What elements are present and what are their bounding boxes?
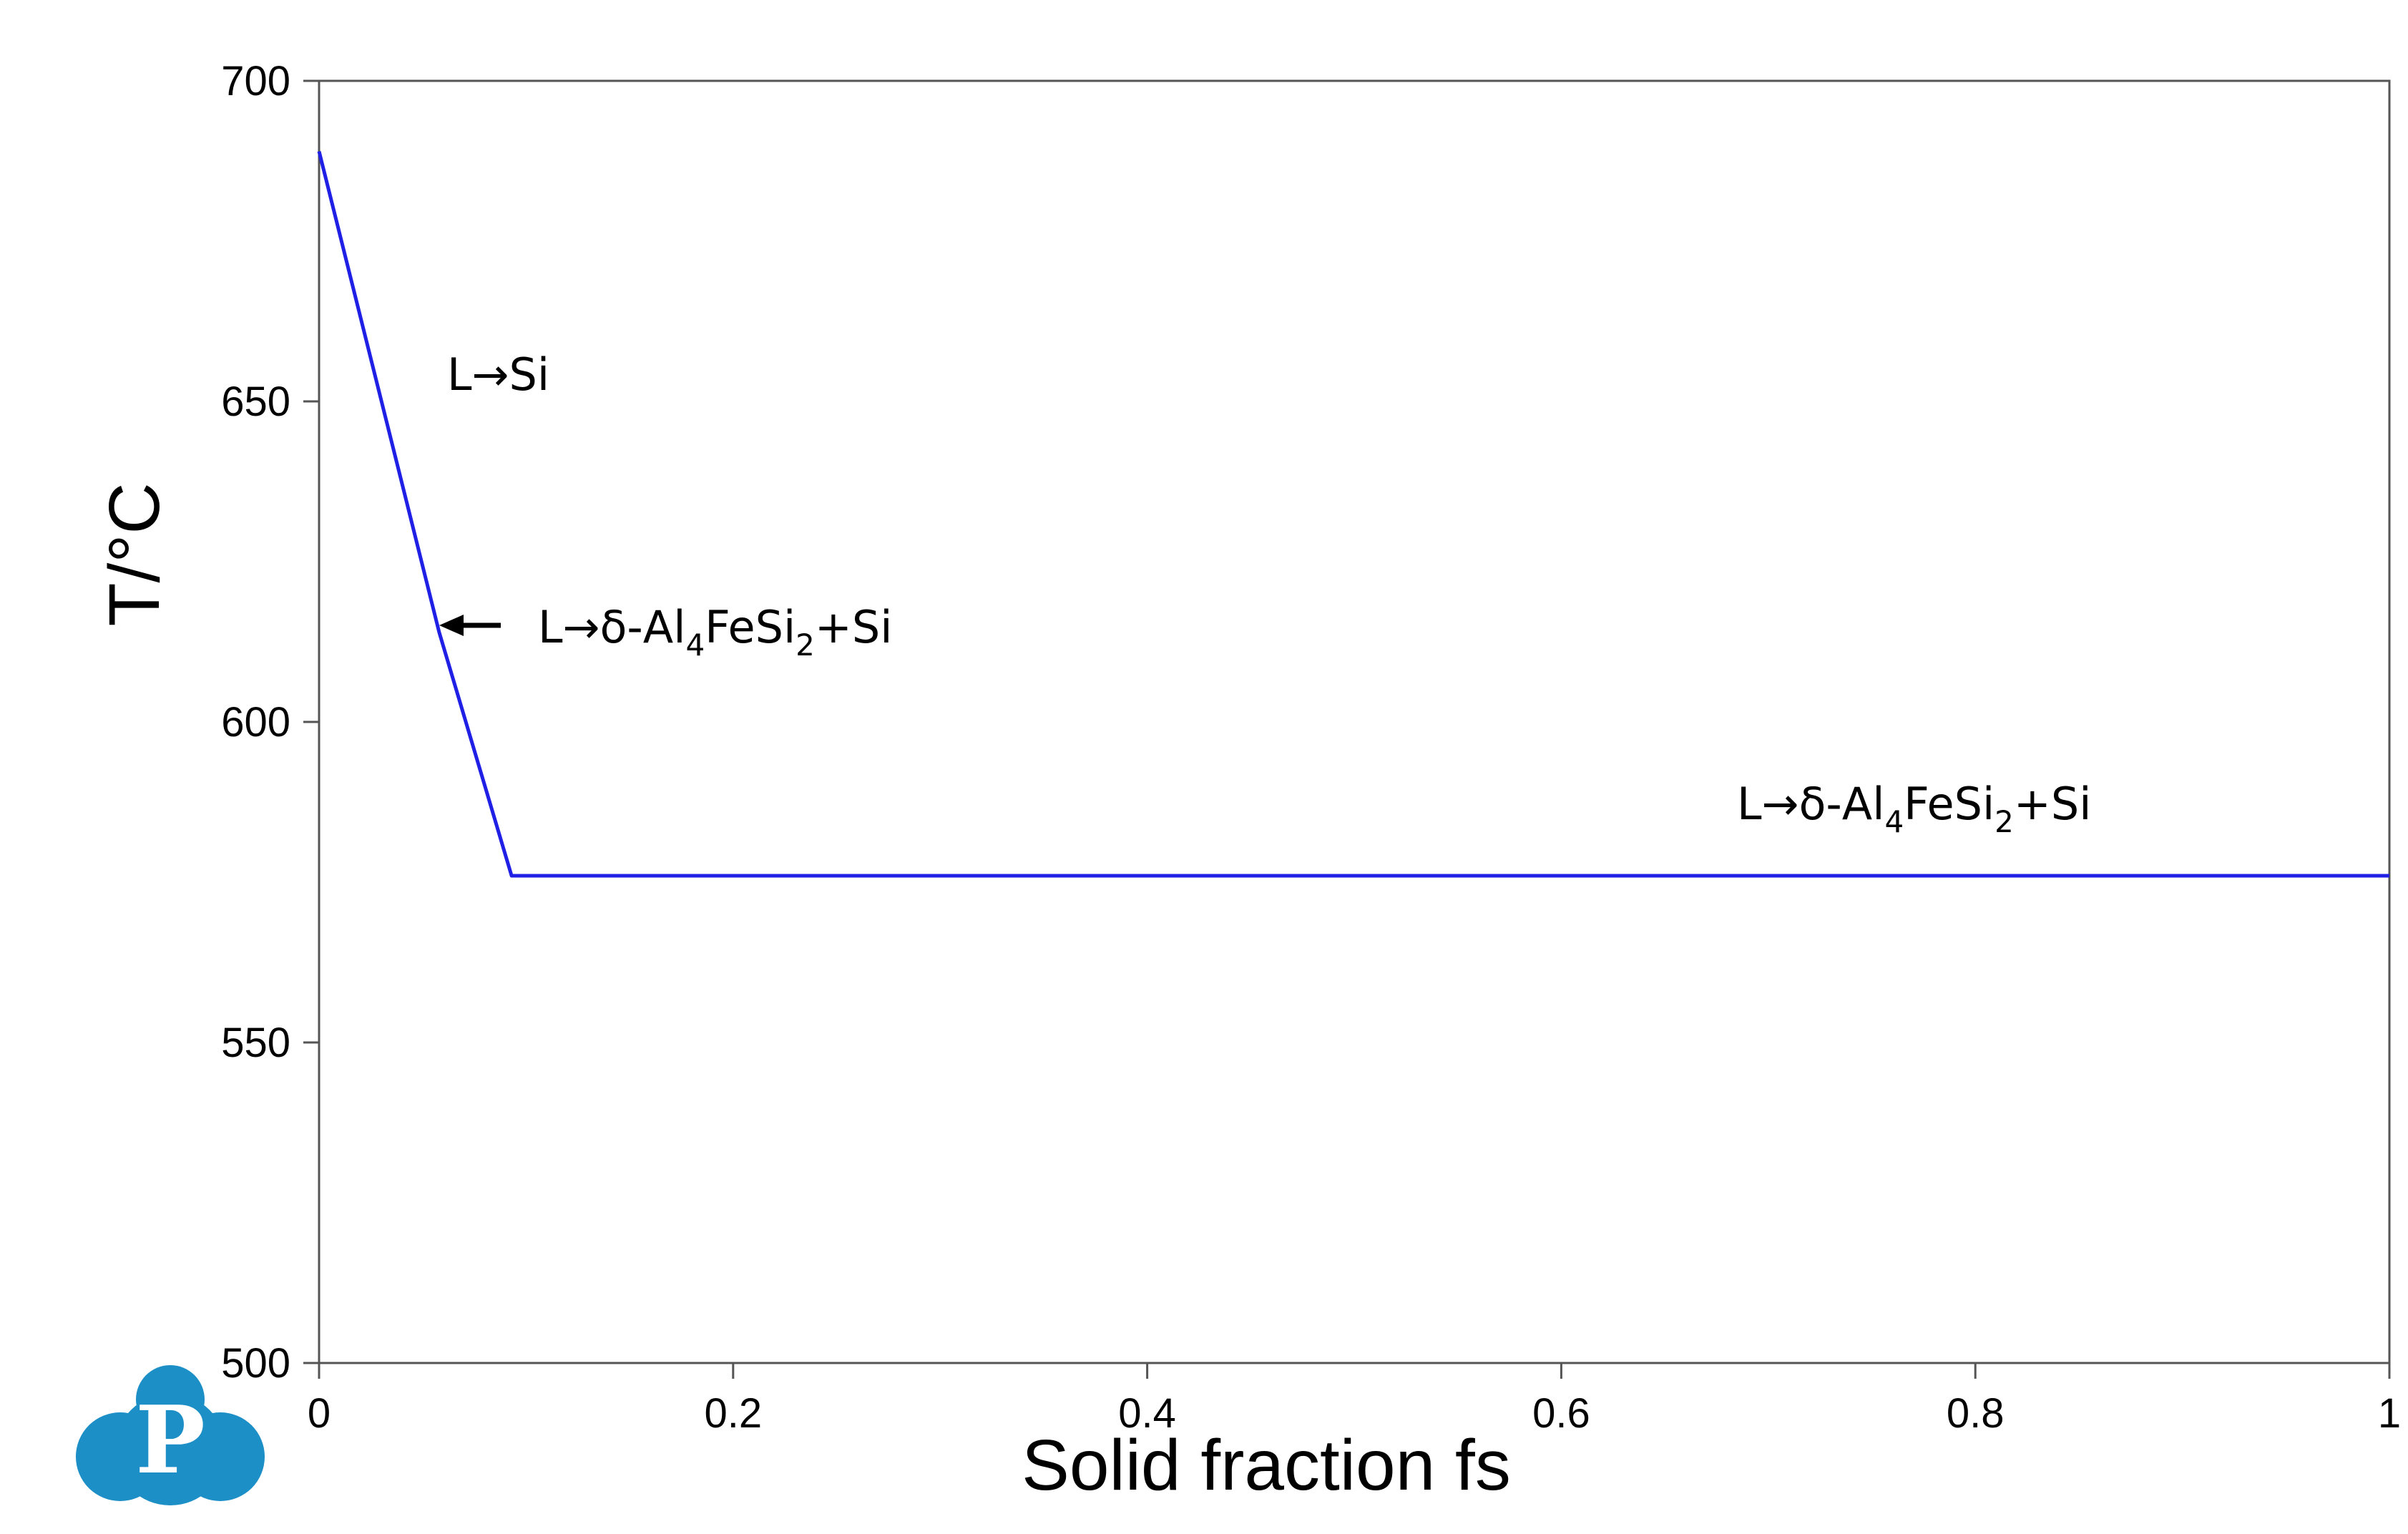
annotation-l-delta-si-arrowed: L→δ-Al4FeSi2+Si <box>538 601 892 663</box>
x-tick-label: 0.4 <box>1118 1390 1176 1437</box>
y-tick-label: 600 <box>221 699 290 746</box>
x-tick-label: 1 <box>2378 1390 2401 1437</box>
y-tick-label: 650 <box>221 378 290 425</box>
x-tick-label: 0.2 <box>704 1390 762 1437</box>
x-tick-label: 0 <box>308 1390 331 1437</box>
logo-letter: P <box>135 1385 205 1495</box>
y-axis-title: T/°C <box>94 482 175 626</box>
plot-frame <box>318 79 2391 1364</box>
y-tick-label: 550 <box>221 1020 290 1066</box>
x-tick-label: 0.8 <box>1947 1390 2005 1437</box>
logo: P <box>76 1365 265 1505</box>
x-axis-title: Solid fraction fs <box>1022 1425 1511 1505</box>
series <box>317 150 2389 878</box>
series-line <box>317 150 2389 878</box>
axes <box>318 79 2391 1364</box>
annotation-l-si: L→Si <box>447 348 549 401</box>
annotation-arrow <box>439 615 501 636</box>
ticks: 0 0.2 0.4 0.6 0.8 1 500 550 600 650 700 <box>221 58 2401 1437</box>
x-tick-label: 0.6 <box>1532 1390 1590 1437</box>
y-tick-label: 700 <box>221 58 290 104</box>
y-tick-label: 500 <box>221 1340 290 1387</box>
annotation-l-delta-si-plateau: L→δ-Al4FeSi2+Si <box>1737 778 2091 839</box>
